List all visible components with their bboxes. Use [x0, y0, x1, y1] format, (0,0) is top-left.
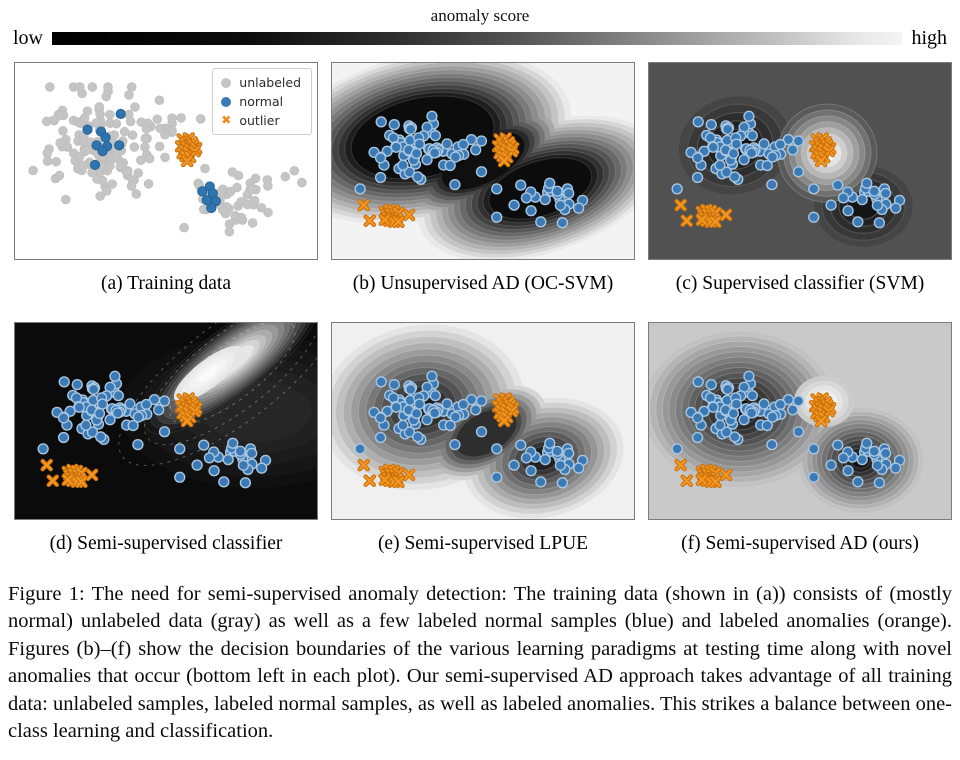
legend: unlabeled normal ✖ outlier [212, 68, 312, 135]
colorbar-gradient [52, 31, 903, 45]
panel-e: (e) Semi-supervised LPUE [331, 322, 635, 555]
panel-row-1: unlabeled normal ✖ outlier (a) Training dat… [14, 62, 960, 295]
panel-row-2: (d) Semi-supervised classifier (e) Semi-… [14, 322, 960, 555]
panel-c-caption: (c) Supervised classifier (SVM) [675, 273, 925, 294]
panel-e-plot-area [331, 322, 635, 520]
legend-label: unlabeled [239, 75, 301, 90]
panel-b: (b) Unsupervised AD (OC-SVM) [331, 62, 635, 295]
panel-f-plot-area [648, 322, 952, 520]
panel-d-caption: (d) Semi-supervised classifier [49, 533, 283, 554]
outlier-x-icon: ✖ [221, 113, 232, 127]
unlabeled-dot-icon [221, 77, 232, 88]
panel-c: (c) Supervised classifier (SVM) [648, 62, 952, 295]
legend-label: normal [239, 94, 284, 109]
panel-f-caption: (f) Semi-supervised AD (ours) [681, 533, 919, 554]
panel-d-plot-area [14, 322, 318, 520]
panel-d-plot [15, 323, 317, 519]
colorbar-low-label: low [13, 27, 43, 49]
colorbar-high-label: high [911, 27, 947, 49]
colorbar-title: anomaly score [430, 6, 530, 25]
panel-e-caption: (e) Semi-supervised LPUE [377, 533, 589, 554]
panel-d: (d) Semi-supervised classifier [14, 322, 318, 555]
normal-dot-icon [221, 96, 232, 107]
panel-b-caption: (b) Unsupervised AD (OC-SVM) [352, 273, 614, 294]
panel-c-plot-area [648, 62, 952, 260]
panel-b-plot-area [331, 62, 635, 260]
legend-item-outlier: ✖ outlier [221, 113, 301, 128]
panel-f-plot [649, 323, 951, 519]
panel-b-plot [332, 63, 634, 259]
legend-item-unlabeled: unlabeled [221, 75, 301, 90]
colorbar-row: low high [13, 27, 947, 49]
panel-a-caption: (a) Training data [101, 273, 231, 294]
panel-e-plot [332, 323, 634, 519]
colorbar: anomaly score low high [0, 0, 960, 49]
panel-a-plot-area: unlabeled normal ✖ outlier [14, 62, 318, 260]
figure-caption: Figure 1: The need for semi-supervised a… [8, 583, 953, 743]
panel-f: (f) Semi-supervised AD (ours) [648, 322, 952, 555]
panel-a: unlabeled normal ✖ outlier (a) Training dat… [14, 62, 318, 295]
legend-item-normal: normal [221, 94, 301, 109]
panel-c-plot [649, 63, 951, 259]
legend-label: outlier [239, 113, 280, 128]
